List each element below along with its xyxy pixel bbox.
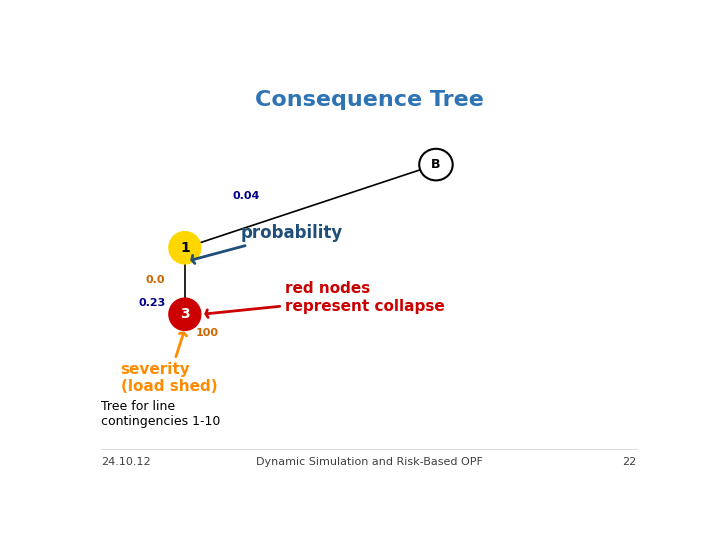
Text: probability: probability xyxy=(192,224,343,264)
Text: 0.04: 0.04 xyxy=(233,191,260,201)
Text: red nodes
represent collapse: red nodes represent collapse xyxy=(206,281,445,318)
Text: 0.0: 0.0 xyxy=(146,275,166,285)
Text: 0.23: 0.23 xyxy=(138,298,166,308)
Text: 100: 100 xyxy=(196,328,219,339)
Text: 24.10.12: 24.10.12 xyxy=(101,457,150,467)
Text: 1: 1 xyxy=(180,241,190,255)
Text: Tree for line
contingencies 1-10: Tree for line contingencies 1-10 xyxy=(101,400,220,428)
Text: 3: 3 xyxy=(180,307,189,321)
Ellipse shape xyxy=(419,149,453,180)
Text: 22: 22 xyxy=(623,457,637,467)
Text: Dynamic Simulation and Risk-Based OPF: Dynamic Simulation and Risk-Based OPF xyxy=(256,457,482,467)
Ellipse shape xyxy=(169,299,200,330)
Text: Consequence Tree: Consequence Tree xyxy=(255,90,483,110)
Ellipse shape xyxy=(169,232,200,264)
Text: severity
(load shed): severity (load shed) xyxy=(121,333,217,395)
Text: B: B xyxy=(431,158,441,171)
